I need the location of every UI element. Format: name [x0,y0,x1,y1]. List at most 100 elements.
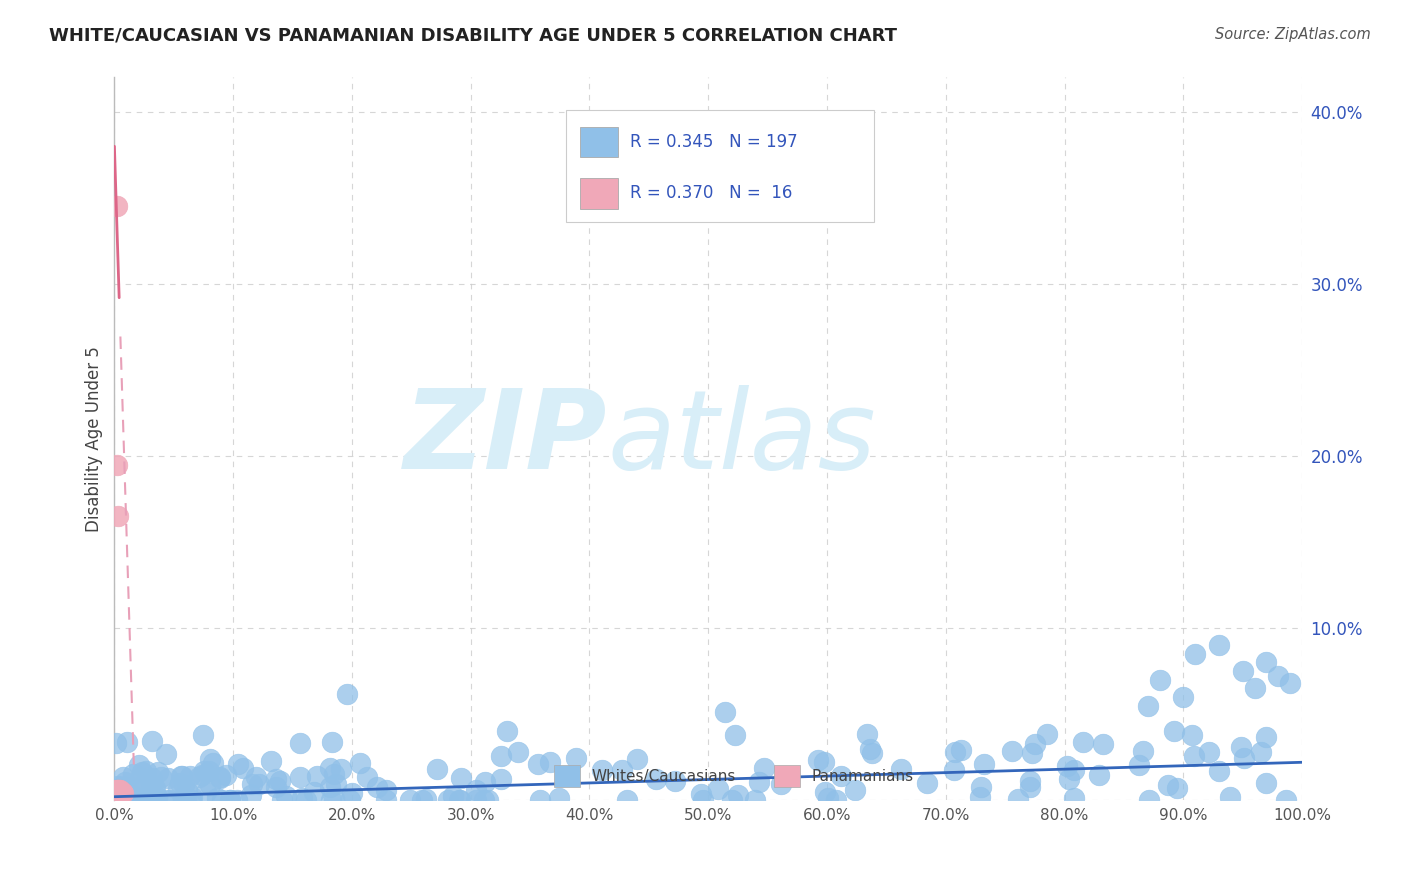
Point [1137,793,1160,807]
Point [112,770,135,784]
Bar [565,110,875,222]
Point [322,792,344,806]
Point [211,793,233,807]
Point [108,784,131,798]
Point [1087,768,1109,782]
Bar [773,765,800,787]
Point [714,705,737,719]
Point [1021,746,1043,760]
Text: Source: ZipAtlas.com: Source: ZipAtlas.com [1215,27,1371,42]
Point [128,757,150,772]
Point [134,793,156,807]
Point [1001,744,1024,758]
Point [274,789,297,804]
Point [1256,656,1278,670]
Point [616,793,638,807]
Point [548,791,571,805]
Point [1254,730,1277,744]
Point [1198,745,1220,759]
Point [1173,690,1195,704]
Point [859,741,882,756]
Point [194,785,217,799]
Point [1019,780,1042,794]
Point [813,756,835,770]
Point [464,782,486,797]
Point [118,786,141,800]
Bar [579,127,619,157]
Point [240,777,263,791]
Point [506,745,529,759]
Point [167,781,190,796]
Point [591,763,613,777]
Point [110,784,132,798]
Point [218,793,240,807]
Point [1267,669,1289,683]
Point [441,789,464,804]
Point [172,793,194,807]
Point [112,780,135,794]
Point [264,772,287,786]
Point [319,793,342,807]
Point [232,761,254,775]
Point [538,755,561,769]
Point [247,777,270,791]
Point [1279,676,1302,690]
Point [496,724,519,739]
Point [129,780,152,794]
Text: R = 0.345   N = 197: R = 0.345 N = 197 [630,133,797,151]
Point [208,771,231,785]
Point [239,788,262,802]
Point [769,777,792,791]
Point [727,788,749,802]
Point [860,746,883,760]
Point [1019,773,1042,788]
Point [121,766,143,780]
Point [156,793,179,807]
Point [179,769,201,783]
Point [295,793,318,807]
Point [180,793,202,807]
Point [108,782,131,797]
Point [105,784,128,798]
Point [474,775,496,789]
Point [107,784,129,798]
Point [107,786,129,800]
Point [105,782,128,797]
Point [817,791,839,805]
Point [108,786,131,800]
Point [219,793,242,807]
Point [477,793,499,807]
Point [143,783,166,797]
Point [305,769,328,783]
Point [489,748,512,763]
Point [1256,776,1278,790]
Point [193,764,215,779]
Point [319,761,342,775]
Point [226,793,249,807]
Point [143,793,166,807]
Point [269,773,291,788]
Point [645,772,668,786]
Point [1163,723,1185,738]
Point [489,772,512,786]
Point [970,780,993,794]
Point [1056,759,1078,773]
Point [128,780,150,795]
Point [191,767,214,781]
Point [748,775,770,789]
Point [1036,727,1059,741]
Point [449,793,471,807]
Point [270,793,292,807]
Point [128,793,150,807]
Point [1166,781,1188,796]
Point [707,782,730,797]
Point [1181,728,1204,742]
Point [339,793,361,807]
Point [1208,638,1230,652]
Point [565,751,588,765]
Point [215,768,238,782]
Point [176,784,198,798]
Point [744,793,766,807]
Point [1149,673,1171,687]
Point [1024,737,1046,751]
